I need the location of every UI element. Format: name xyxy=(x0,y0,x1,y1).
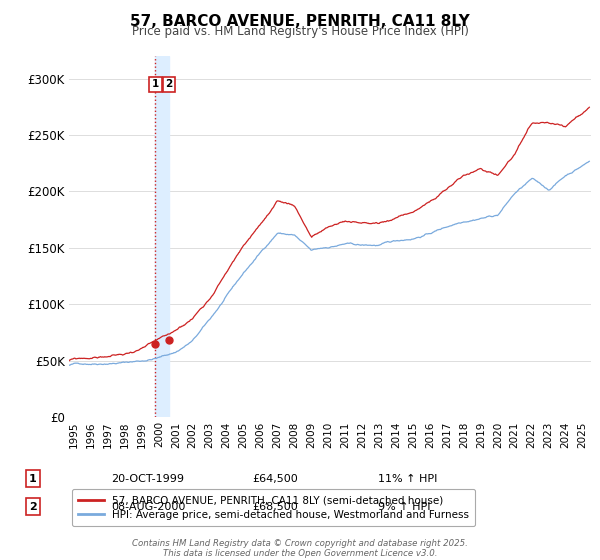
Text: Contains HM Land Registry data © Crown copyright and database right 2025.: Contains HM Land Registry data © Crown c… xyxy=(132,539,468,548)
Text: 1: 1 xyxy=(152,79,159,89)
Text: 20-OCT-1999: 20-OCT-1999 xyxy=(111,474,184,484)
Text: £64,500: £64,500 xyxy=(252,474,298,484)
Text: 1: 1 xyxy=(29,474,37,484)
Text: This data is licensed under the Open Government Licence v3.0.: This data is licensed under the Open Gov… xyxy=(163,549,437,558)
Legend: 57, BARCO AVENUE, PENRITH, CA11 8LY (semi-detached house), HPI: Average price, s: 57, BARCO AVENUE, PENRITH, CA11 8LY (sem… xyxy=(71,489,475,526)
Text: Price paid vs. HM Land Registry's House Price Index (HPI): Price paid vs. HM Land Registry's House … xyxy=(131,25,469,38)
Text: 2: 2 xyxy=(29,502,37,512)
Text: £68,500: £68,500 xyxy=(252,502,298,512)
Text: 08-AUG-2000: 08-AUG-2000 xyxy=(111,502,185,512)
Text: 9% ↑ HPI: 9% ↑ HPI xyxy=(378,502,431,512)
Text: 11% ↑ HPI: 11% ↑ HPI xyxy=(378,474,437,484)
Text: 2: 2 xyxy=(166,79,173,89)
Bar xyxy=(155,56,169,417)
Text: 57, BARCO AVENUE, PENRITH, CA11 8LY: 57, BARCO AVENUE, PENRITH, CA11 8LY xyxy=(130,14,470,29)
